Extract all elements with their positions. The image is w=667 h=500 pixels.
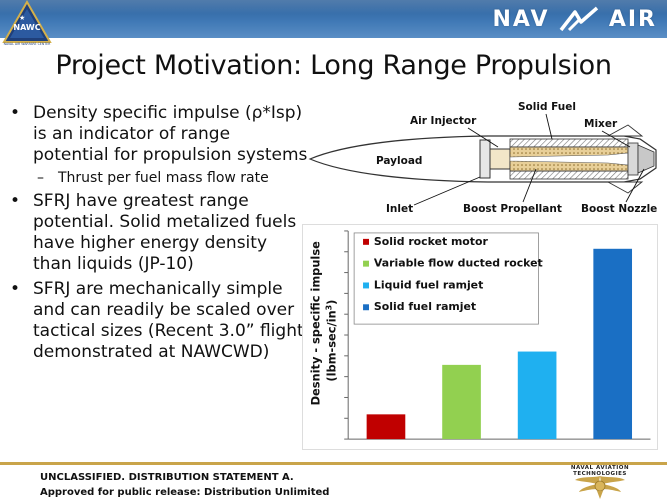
air-injector xyxy=(489,148,511,170)
page-title: Project Motivation: Long Range Propulsio… xyxy=(55,50,612,81)
label-boost-nozzle: Boost Nozzle xyxy=(581,203,657,215)
density-isp-chart: Desnity - specific impulse (lbm-sec/in3)… xyxy=(302,224,658,450)
legend-swatch xyxy=(363,238,369,245)
sub-bullet-text: Thrust per fuel mass flow rate xyxy=(58,170,269,186)
footer-line1: UNCLASSIFIED. DISTRIBUTION STATEMENT A. xyxy=(40,472,294,483)
nawc-logo: NAWC ★ NAVAL AIR WARFARE CENTER xyxy=(2,0,52,46)
inlet xyxy=(479,139,491,179)
bar-variable-flow-ducted-rocket xyxy=(442,364,481,440)
y-axis-label-line2: (lbm-sec/in3) xyxy=(324,300,338,382)
y-axis-title: Desnity - specific impulse (lbm-sec/in3) xyxy=(308,241,338,405)
label-inlet: Inlet xyxy=(386,203,413,215)
mixer xyxy=(627,142,639,176)
nawc-initials: NAWC xyxy=(13,23,40,32)
legend-label: Liquid fuel ramjet xyxy=(374,278,483,291)
bullet-list: • Density specific impulse (ρ*Isp) is an… xyxy=(8,103,308,367)
nawc-caption: NAVAL AIR WARFARE CENTER xyxy=(4,42,52,46)
footer-logo-text: NAVAL AVIATION TECHNOLOGIES xyxy=(570,465,630,477)
navair-logo: NAV AIR xyxy=(493,6,657,34)
naval-aviation-technologies-logo: NAVAL AVIATION TECHNOLOGIES xyxy=(545,463,655,500)
bullet-item: • Density specific impulse (ρ*Isp) is an… xyxy=(10,103,308,165)
chart-legend: Solid rocket motor Variable flow ducted r… xyxy=(353,232,543,325)
bar-solid-rocket-motor xyxy=(366,414,406,440)
bar-series xyxy=(366,248,633,440)
bar-solid-fuel-ramjet xyxy=(593,248,633,440)
bar-liquid-fuel-ramjet xyxy=(517,351,557,440)
bullet-text: SFRJ are mechanically simple and can rea… xyxy=(33,279,304,362)
legend-label: Solid rocket motor xyxy=(374,235,489,248)
wings-emblem-icon xyxy=(575,476,625,499)
legend-swatch xyxy=(363,282,369,289)
sub-bullet-item: – Thrust per fuel mass flow rate xyxy=(37,170,269,186)
label-payload: Payload xyxy=(376,155,422,167)
solid-fuel-grain xyxy=(509,138,629,148)
header-band xyxy=(0,0,667,38)
legend-label: Variable flow ducted rocket xyxy=(374,257,543,270)
footer-divider xyxy=(0,462,667,465)
svg-text:★: ★ xyxy=(19,14,25,22)
label-mixer: Mixer xyxy=(584,118,618,130)
legend-swatch xyxy=(363,260,369,267)
legend-label: Solid fuel ramjet xyxy=(374,300,476,313)
bullet-item: • SFRJ are mechanically simple and can r… xyxy=(10,279,304,362)
label-solid-fuel: Solid Fuel xyxy=(518,101,576,113)
navair-swoosh-icon xyxy=(559,6,599,32)
y-axis-ticks xyxy=(344,230,349,440)
sfrj-missile-diagram: Payload Air Injector Solid Fuel Mixer In… xyxy=(308,95,660,220)
bullet-text: SFRJ have greatest range potential. Soli… xyxy=(33,191,297,274)
bullet-text: Density specific impulse (ρ*Isp) is an i… xyxy=(33,103,308,165)
boost-nozzle xyxy=(637,144,655,174)
label-boost-propellant: Boost Propellant xyxy=(463,203,562,215)
legend-swatch xyxy=(363,304,369,311)
navair-logo-part2: AIR xyxy=(608,7,657,32)
bullet-item: • SFRJ have greatest range potential. So… xyxy=(10,191,297,274)
y-axis-label-line1: Desnity - specific impulse xyxy=(308,241,322,405)
footer-line2: Approved for public release: Distributio… xyxy=(40,487,330,498)
label-air-injector: Air Injector xyxy=(410,115,477,127)
navair-logo-part1: NAV xyxy=(492,7,550,32)
footer-distribution-statement: UNCLASSIFIED. DISTRIBUTION STATEMENT A. … xyxy=(40,470,329,500)
